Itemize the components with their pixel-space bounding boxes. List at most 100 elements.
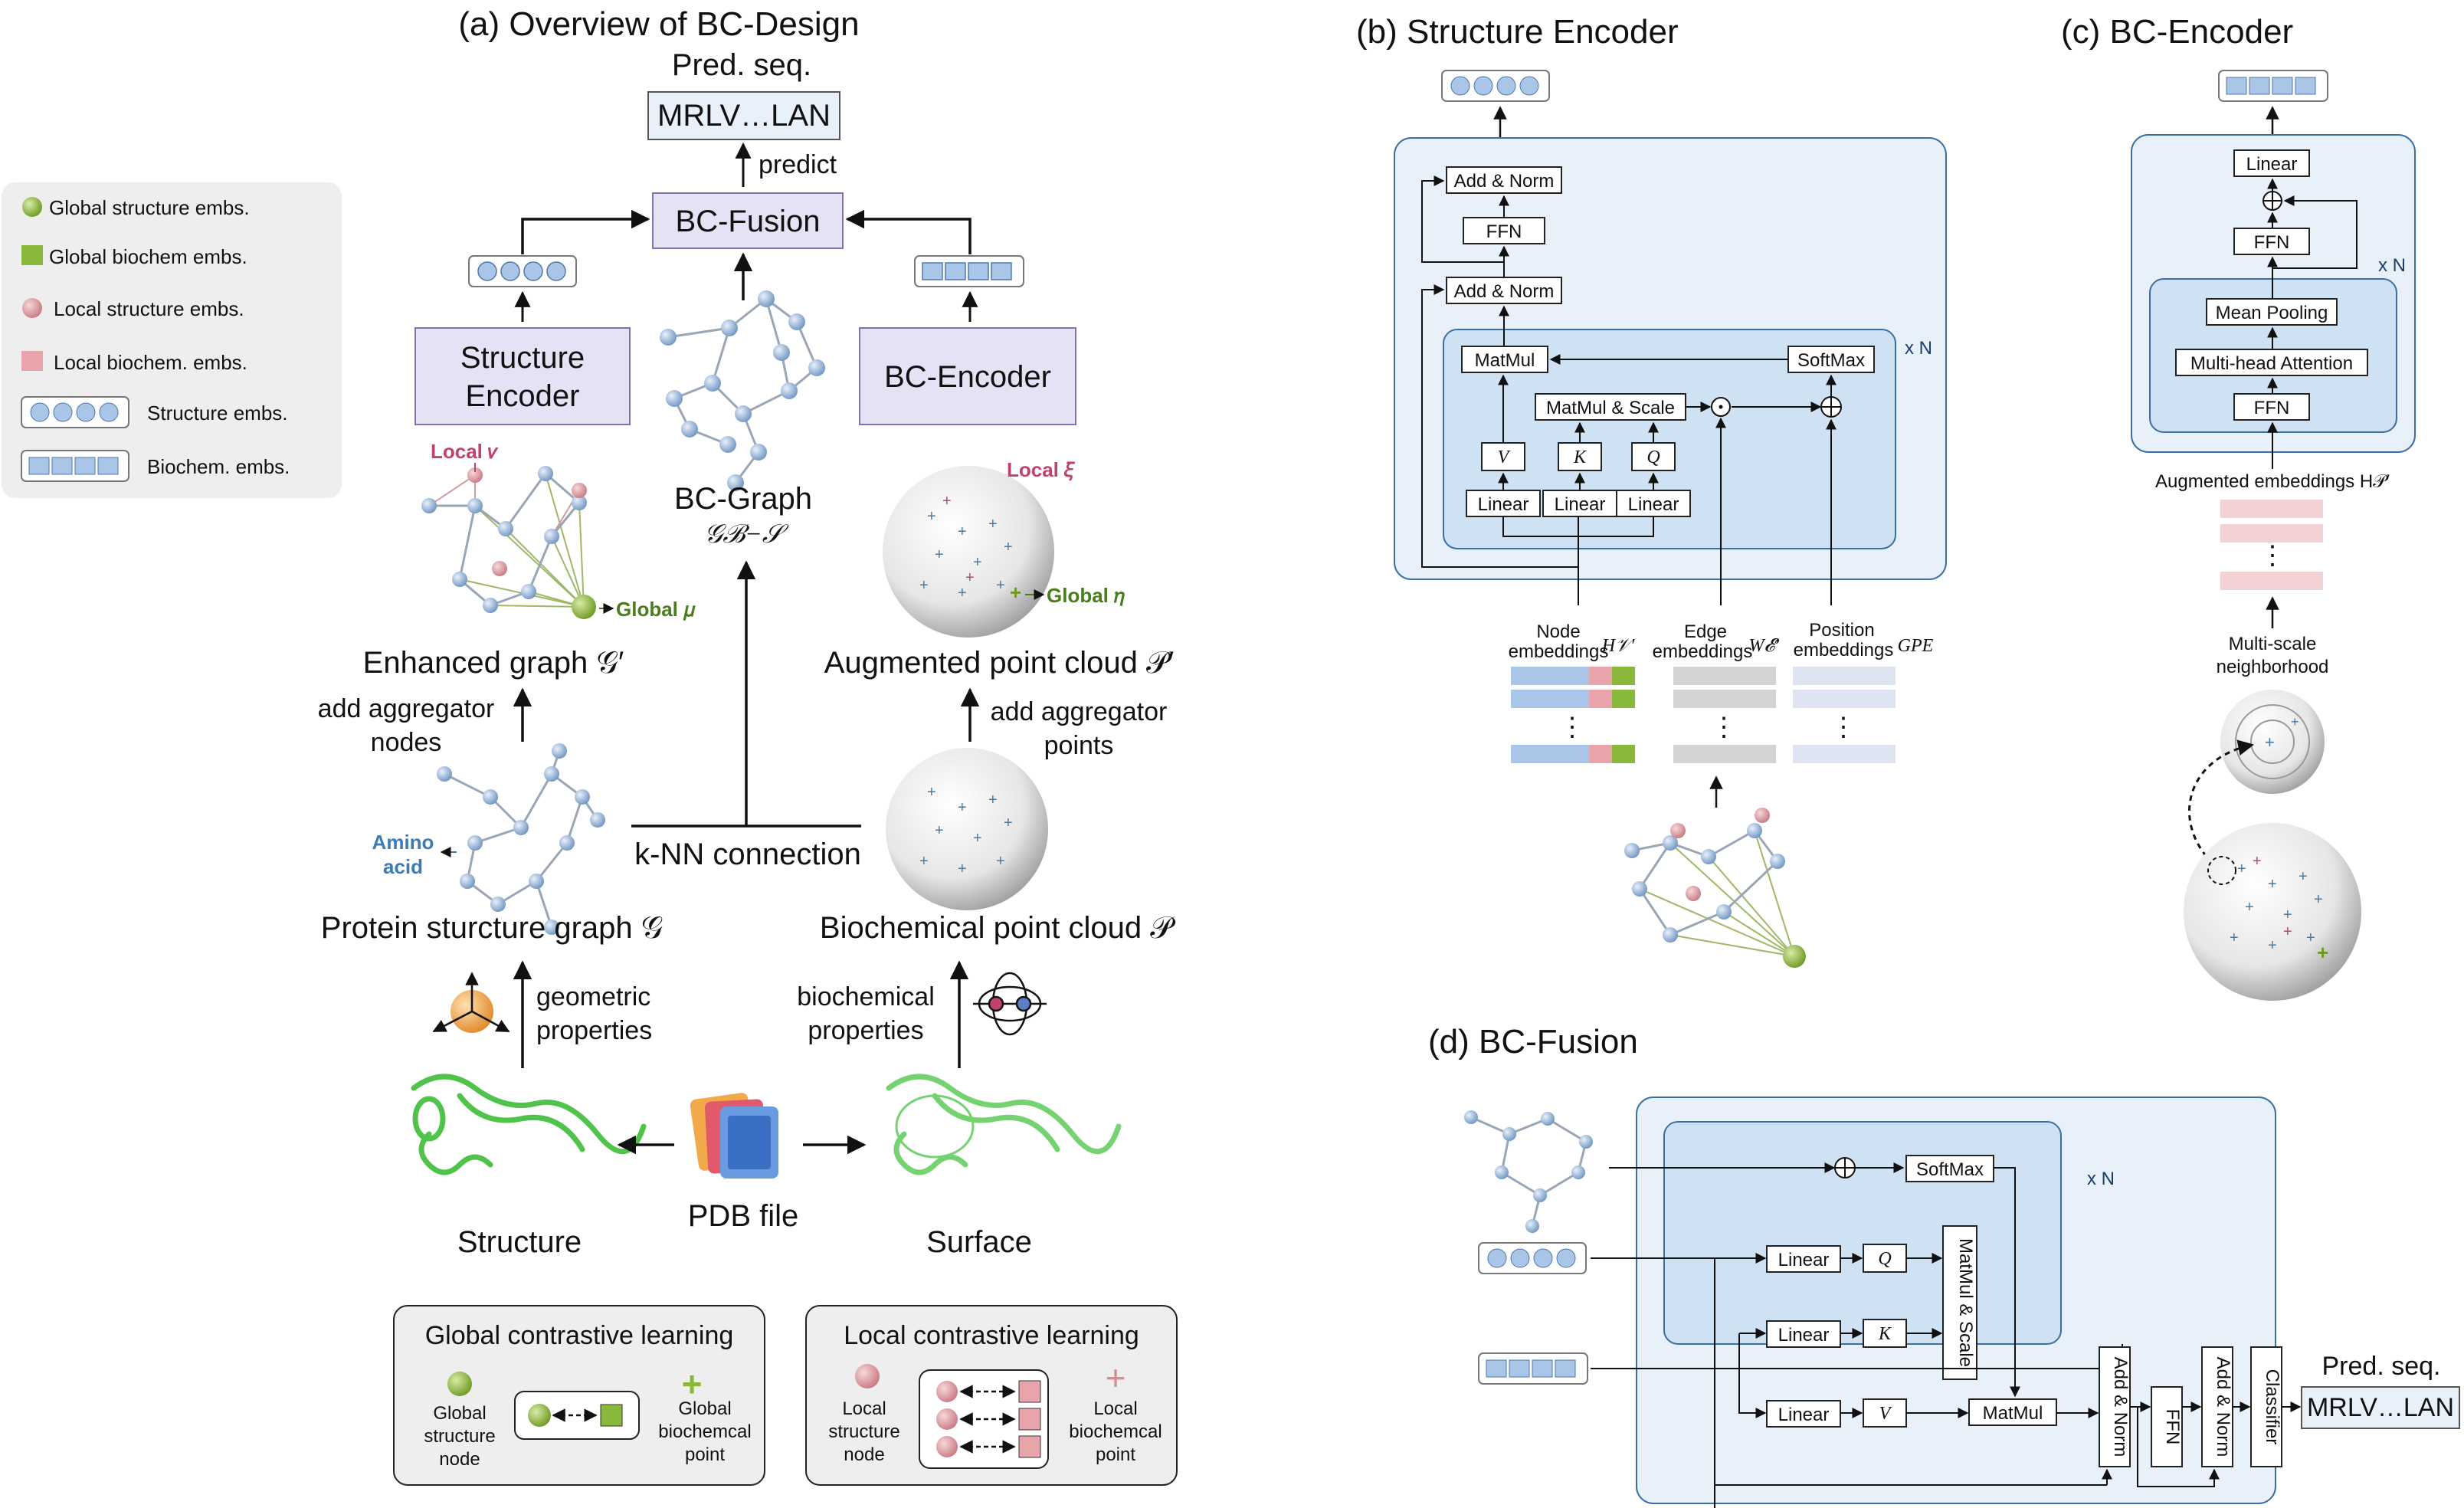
geometric-1: geometric: [536, 982, 650, 1011]
svg-text:+: +: [958, 585, 967, 602]
svg-text:+: +: [1106, 1358, 1126, 1398]
global-right-2: biochemcal: [658, 1421, 751, 1442]
b-node-emb-2: embeddings: [1509, 641, 1609, 662]
structure-label: Structure: [457, 1225, 582, 1259]
b-pos-emb-2: embeddings: [1794, 640, 1894, 661]
biochemical-2: properties: [808, 1016, 923, 1045]
d-pred-seq-label: Pred. seq.: [2322, 1352, 2441, 1381]
c-aug-emb: Augmented embeddings H𝒫′: [2155, 471, 2390, 492]
global-right-1: Global: [678, 1398, 731, 1419]
add-agg-points-2: points: [1044, 731, 1114, 760]
bc-fusion-label: BC-Fusion: [676, 205, 821, 238]
panel-c-output-embs: [2218, 70, 2328, 102]
b-pos-sym: GPE: [1898, 636, 1934, 656]
local-right-1: Local: [1093, 1398, 1137, 1419]
legend-structure-embs: Structure embs.: [147, 402, 288, 425]
b-edge-sym: W𝓔′: [1749, 636, 1780, 656]
svg-text:+: +: [2237, 861, 2246, 877]
legend-biochem-embs: Biochem. embs.: [147, 455, 290, 478]
svg-text:+: +: [973, 554, 982, 571]
geometry-axes-icon: [432, 972, 510, 1033]
protein-structure-graph-icon: [437, 743, 605, 935]
local-left-2: structure: [828, 1421, 899, 1442]
geometric-2: properties: [536, 1016, 652, 1045]
predict-label: predict: [759, 150, 837, 179]
bc-encoder-label: BC-Encoder: [884, 360, 1051, 394]
structure-encoder-box: [414, 327, 631, 425]
d-add-norm-2-box: [2201, 1346, 2233, 1467]
svg-text:+: +: [919, 853, 929, 870]
global-contrastive-title: Global contrastive learning: [425, 1321, 734, 1350]
pred-seq-value: MRLV…LAN: [657, 99, 831, 133]
panel-a-title: (a) Overview of BC-Design: [458, 5, 859, 43]
bc-graph-icon: [660, 290, 825, 491]
svg-text:+: +: [988, 516, 998, 533]
legend-global-structure: Global structure embs.: [49, 196, 250, 219]
svg-text:+: +: [996, 577, 1005, 594]
add-agg-nodes-2: nodes: [371, 728, 442, 757]
b-matmul: MatMul: [1475, 350, 1535, 371]
legend-local-biochem: Local biochem. embs.: [54, 351, 247, 374]
d-add-norm-1-box: [2099, 1346, 2131, 1467]
bc-encoder-box: [859, 327, 1076, 425]
svg-text:+: +: [965, 569, 975, 586]
pdb-file-icon: [690, 1093, 778, 1179]
svg-text:+: +: [927, 784, 936, 801]
biochemical-point-cloud-icon: + + + + + + + + +: [886, 748, 1048, 910]
augmented-embedding-bars: [2220, 500, 2323, 590]
svg-text:+: +: [2253, 853, 2262, 870]
bc-graph-symbol: 𝒢ℬ−𝒮: [704, 520, 789, 549]
edge-embedding-bars: [1673, 667, 1776, 763]
b-node-emb-1: Node: [1536, 621, 1580, 642]
svg-text:+: +: [2230, 929, 2239, 946]
local-right-2: biochemcal: [1069, 1421, 1162, 1442]
d-linear-k: Linear: [1778, 1325, 1830, 1346]
b-ffn: FFN: [1486, 221, 1522, 242]
bc-fusion-box: [652, 192, 844, 249]
d-linear-v: Linear: [1778, 1405, 1830, 1425]
b-add-norm-mid: Add & Norm: [1454, 281, 1555, 302]
protein-graph-label: Protein sturcture graph 𝒢: [321, 911, 663, 945]
c-mean-pooling: Mean Pooling: [2216, 303, 2328, 323]
b-softmax: SoftMax: [1797, 350, 1865, 371]
b-dots-2: ⋮: [1711, 713, 1737, 742]
d-pred-seq-value: MRLV…LAN: [2307, 1393, 2454, 1422]
svg-text:+: +: [927, 508, 936, 525]
d-matmul: MatMul: [1983, 1403, 2043, 1424]
svg-text:+: +: [973, 830, 982, 847]
svg-text:+: +: [935, 546, 944, 563]
legend-local-structure: Local structure embs.: [54, 297, 244, 320]
biochem-embs-icon: [914, 255, 1024, 287]
global-left-2: structure: [424, 1426, 495, 1447]
svg-text:+: +: [2268, 937, 2277, 954]
b-node-sym: H𝒱′: [1601, 636, 1637, 656]
svg-text:+: +: [2283, 923, 2292, 940]
enhanced-graph-label: Enhanced graph 𝒢′: [363, 646, 624, 680]
svg-text:+: +: [935, 822, 944, 839]
legend-global-biochem: Global biochem embs.: [49, 245, 247, 268]
panel-b-graph-icon: [1624, 808, 1806, 968]
global-left-3: node: [439, 1449, 480, 1470]
c-multi-scale-1: Multi-scale: [2229, 634, 2317, 654]
structure-encoder-line1: Structure: [460, 341, 585, 375]
d-ffn-box: [2151, 1386, 2183, 1467]
electric-field-icon: [973, 972, 1047, 1036]
svg-text:+: +: [2291, 714, 2299, 729]
c-linear: Linear: [2246, 154, 2298, 175]
structure-encoder-line2: Encoder: [466, 379, 580, 413]
b-pos-emb-1: Position: [1809, 620, 1874, 641]
d-add-norm-2: Add & Norm: [2213, 1357, 2233, 1457]
svg-text:+: +: [2245, 899, 2254, 916]
amino-acid-1: Amino: [372, 831, 434, 854]
b-k: K: [1573, 447, 1588, 467]
surface-label: Surface: [926, 1225, 1032, 1259]
pred-seq-box: [647, 91, 840, 140]
svg-text:+: +: [2299, 868, 2308, 885]
position-embedding-bars: [1793, 667, 1896, 763]
d-matmul-scale-box: [1942, 1225, 1977, 1380]
global-eta-label: Global 𝜂: [1047, 584, 1125, 607]
multi-scale-neighborhood-icon: + +: [2220, 690, 2325, 794]
b-v: V: [1498, 447, 1511, 467]
